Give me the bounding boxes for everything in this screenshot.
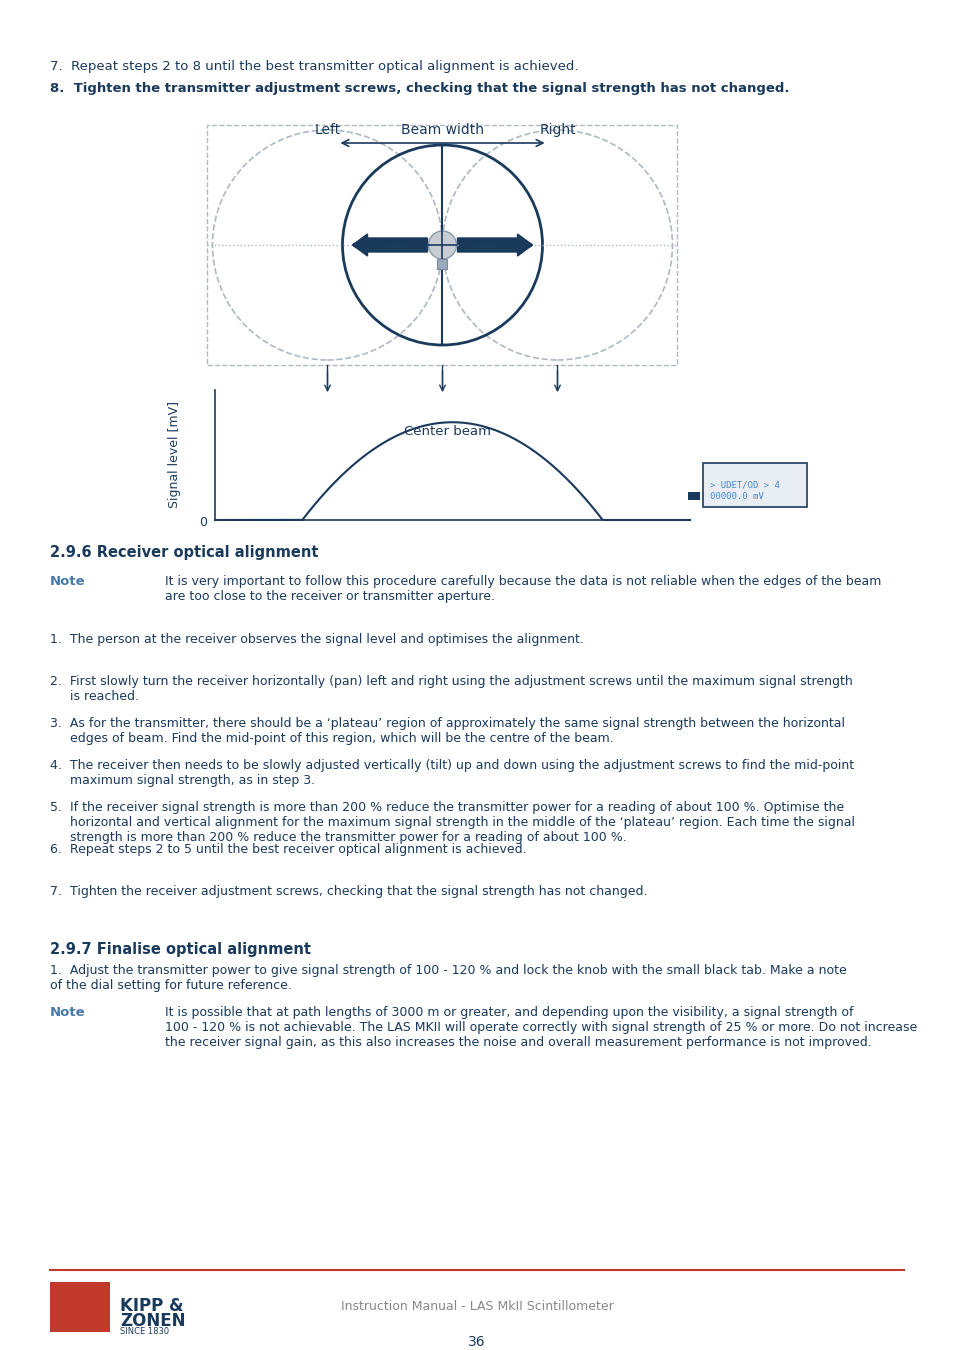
Text: 1.  The person at the receiver observes the signal level and optimises the align: 1. The person at the receiver observes t… <box>50 633 583 647</box>
Text: 2.9.7 Finalise optical alignment: 2.9.7 Finalise optical alignment <box>50 942 311 957</box>
Bar <box>208 126 677 364</box>
FancyBboxPatch shape <box>702 463 806 508</box>
Text: Left: Left <box>314 123 340 136</box>
Text: 2.  First slowly turn the receiver horizontally (pan) left and right using the a: 2. First slowly turn the receiver horizo… <box>50 675 852 703</box>
Text: 4.  The receiver then needs to be slowly adjusted vertically (tilt) up and down : 4. The receiver then needs to be slowly … <box>50 759 853 787</box>
Text: SINCE 1830: SINCE 1830 <box>120 1327 169 1336</box>
FancyArrow shape <box>457 234 532 256</box>
Text: Note: Note <box>50 575 86 589</box>
Text: 00000.0 mV: 00000.0 mV <box>709 491 763 501</box>
Text: 6.  Repeat steps 2 to 5 until the best receiver optical alignment is achieved.: 6. Repeat steps 2 to 5 until the best re… <box>50 842 526 856</box>
Text: > UDET/OD > 4: > UDET/OD > 4 <box>709 481 779 489</box>
Text: 2.9.6 Receiver optical alignment: 2.9.6 Receiver optical alignment <box>50 545 318 560</box>
Text: Beam width: Beam width <box>400 123 483 136</box>
Bar <box>50 1282 110 1332</box>
Text: Center beam: Center beam <box>403 425 491 437</box>
Text: ZONEN: ZONEN <box>120 1312 185 1330</box>
Text: 8.  Tighten the transmitter adjustment screws, checking that the signal strength: 8. Tighten the transmitter adjustment sc… <box>50 82 789 94</box>
Text: It is possible that at path lengths of 3000 m or greater, and depending upon the: It is possible that at path lengths of 3… <box>165 1006 916 1049</box>
Text: 0: 0 <box>199 516 207 528</box>
Bar <box>687 491 700 500</box>
Text: 1.  Adjust the transmitter power to give signal strength of 100 - 120 % and lock: 1. Adjust the transmitter power to give … <box>50 964 846 992</box>
Text: 5.  If the receiver signal strength is more than 200 % reduce the transmitter po: 5. If the receiver signal strength is mo… <box>50 801 854 844</box>
Text: Signal level [mV]: Signal level [mV] <box>169 401 181 509</box>
Text: Instruction Manual - LAS MkII Scintillometer: Instruction Manual - LAS MkII Scintillom… <box>340 1300 613 1314</box>
Text: 7.  Repeat steps 2 to 8 until the best transmitter optical alignment is achieved: 7. Repeat steps 2 to 8 until the best tr… <box>50 59 578 73</box>
Text: It is very important to follow this procedure carefully because the data is not : It is very important to follow this proc… <box>165 575 881 603</box>
Text: KIPP &: KIPP & <box>120 1297 183 1315</box>
Circle shape <box>428 231 456 259</box>
Text: 36: 36 <box>468 1335 485 1349</box>
FancyArrow shape <box>352 234 427 256</box>
Text: 3.  As for the transmitter, there should be a ‘plateau’ region of approximately : 3. As for the transmitter, there should … <box>50 717 844 745</box>
Text: Right: Right <box>538 123 576 136</box>
Text: Note: Note <box>50 1006 86 1019</box>
Bar <box>437 259 447 269</box>
Text: 7.  Tighten the receiver adjustment screws, checking that the signal strength ha: 7. Tighten the receiver adjustment screw… <box>50 886 647 898</box>
